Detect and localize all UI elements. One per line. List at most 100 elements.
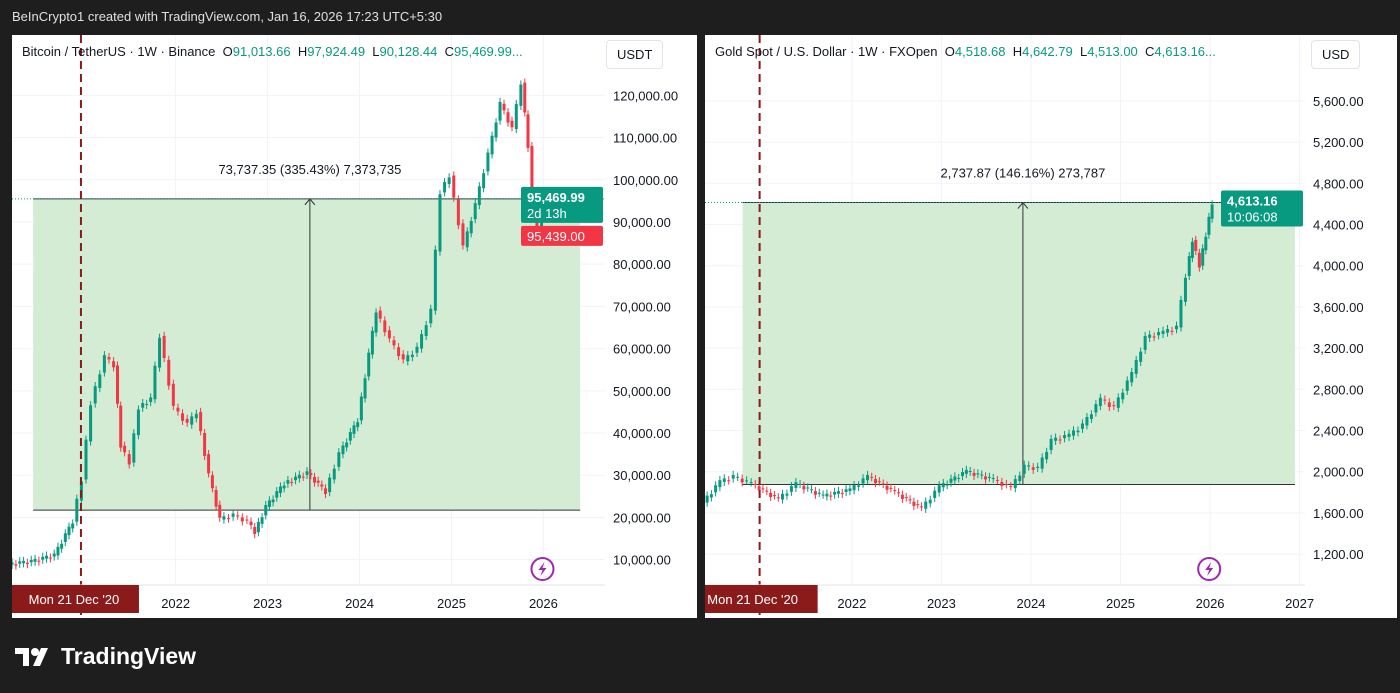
candle-body xyxy=(776,497,780,499)
candle-body xyxy=(953,476,957,481)
candle-body xyxy=(218,504,222,518)
candle-body xyxy=(1174,325,1178,330)
price-badge-value: 4,613.16 xyxy=(1227,194,1278,209)
symbol-title[interactable]: Bitcoin / TetherUS · 1W · Binance xyxy=(22,44,216,59)
candle-body xyxy=(119,405,123,448)
candle-body xyxy=(817,492,821,494)
price-axis-label: 2,000.00 xyxy=(1313,465,1364,480)
date-marker-label: Mon 21 Dec '20 xyxy=(29,592,120,607)
gold-chart-panel[interactable]: 2,737.87 (146.16%) 273,787 1,200.00 1,600.… xyxy=(705,35,1397,618)
candle-body xyxy=(275,491,279,498)
candle-body xyxy=(210,475,214,489)
candle-body xyxy=(71,523,75,529)
candle-body xyxy=(461,223,465,246)
candle-body xyxy=(316,480,320,483)
logo-text: TradingView xyxy=(61,643,197,669)
candle-body xyxy=(452,175,456,198)
candle-body xyxy=(861,478,865,484)
price-axis-label: 50,000.00 xyxy=(613,384,671,399)
candle-body xyxy=(765,490,769,492)
candle-body xyxy=(149,397,153,403)
candle-body xyxy=(1040,457,1044,469)
candle-body xyxy=(231,513,235,517)
candle-body xyxy=(836,491,840,494)
candle-body xyxy=(443,182,447,193)
candle-body xyxy=(1197,252,1201,268)
candle-body xyxy=(1054,437,1058,441)
candle-body xyxy=(785,493,789,496)
price-axis-label: 3,200.00 xyxy=(1313,341,1364,356)
symbol-legend: Bitcoin / TetherUS · 1W · Binance O91,01… xyxy=(22,44,523,59)
candle-body xyxy=(968,471,972,473)
date-marker-badge xyxy=(705,585,818,613)
candle-body xyxy=(885,485,889,490)
candle-body xyxy=(540,214,544,235)
candle-body xyxy=(833,491,837,495)
candle-body xyxy=(290,481,294,483)
candle-body xyxy=(67,526,71,536)
candle-body xyxy=(181,413,185,421)
price-axis-label: 110,000.00 xyxy=(613,131,677,146)
candle-body xyxy=(1187,256,1191,276)
currency-button[interactable]: USD xyxy=(1311,40,1361,69)
tradingview-logo: TradingView xyxy=(15,643,196,670)
gold-chart-canvas[interactable]: 2,737.87 (146.16%) 273,787 1,200.00 1,600.… xyxy=(705,35,1397,618)
candle-body xyxy=(240,517,244,522)
candle-body xyxy=(89,405,93,442)
price-badge xyxy=(1221,190,1303,227)
candle-body xyxy=(102,355,106,373)
bid-badge xyxy=(521,225,603,246)
candle-body xyxy=(48,557,52,559)
candle-body xyxy=(829,495,833,497)
candle-body xyxy=(987,476,991,478)
candle-body xyxy=(14,564,18,566)
candle-body xyxy=(1076,430,1080,433)
measure-label: 2,737.87 (146.16%) 273,787 xyxy=(941,166,1106,181)
candle-body xyxy=(769,492,773,497)
candle-body xyxy=(63,533,67,542)
currency-button[interactable]: USDT xyxy=(606,40,664,69)
candle-body xyxy=(806,487,810,489)
candle-body xyxy=(249,521,253,526)
candle-body xyxy=(374,312,378,333)
candle-body xyxy=(825,493,829,497)
candle-body xyxy=(821,494,825,496)
candle-body xyxy=(136,409,140,436)
candle-body xyxy=(98,374,102,389)
candle-body xyxy=(840,492,844,494)
candle-body xyxy=(1170,330,1174,332)
candle-body xyxy=(949,478,953,483)
lightning-icon[interactable] xyxy=(1197,557,1222,581)
candle-body xyxy=(900,494,904,499)
time-axis-label: 2024 xyxy=(1017,596,1046,611)
candle-body xyxy=(359,396,363,421)
candle-body xyxy=(352,425,356,434)
candle-body xyxy=(420,334,424,349)
time-axis-label: 2026 xyxy=(1196,596,1225,611)
price-badge-countdown: 10:06:08 xyxy=(1227,210,1278,225)
candle-body xyxy=(456,199,460,226)
bid-badge-value: 95,439.00 xyxy=(527,229,585,244)
candle-body xyxy=(1045,451,1049,460)
symbol-title[interactable]: Gold Spot / U.S. Dollar · 1W · FXOpen xyxy=(715,44,938,59)
candle-body xyxy=(1103,399,1107,401)
candle-body xyxy=(928,499,932,504)
candle-body xyxy=(933,490,937,498)
candle-body xyxy=(1161,330,1165,334)
candle-body xyxy=(370,330,374,355)
high-value: 97,924.49 xyxy=(307,44,366,59)
candle-body xyxy=(332,468,336,480)
lightning-icon[interactable] xyxy=(530,557,555,581)
candle-body xyxy=(1210,204,1214,219)
candle-body xyxy=(889,487,893,489)
candle-body xyxy=(176,407,180,412)
candle-body xyxy=(190,416,194,425)
time-axis-label: 2023 xyxy=(927,596,956,611)
price-axis-label: 10,000.00 xyxy=(613,553,671,568)
bitcoin-chart-panel[interactable]: 73,737.35 (335.43%) 7,373,735 10,000.00 20… xyxy=(12,35,697,618)
measure-arrowhead xyxy=(1017,201,1029,209)
candle-body xyxy=(337,452,341,467)
bitcoin-chart-canvas[interactable]: 73,737.35 (335.43%) 7,373,735 10,000.00 20… xyxy=(12,35,697,618)
candle-body xyxy=(745,480,749,482)
low-value: 4,513.00 xyxy=(1087,44,1138,59)
